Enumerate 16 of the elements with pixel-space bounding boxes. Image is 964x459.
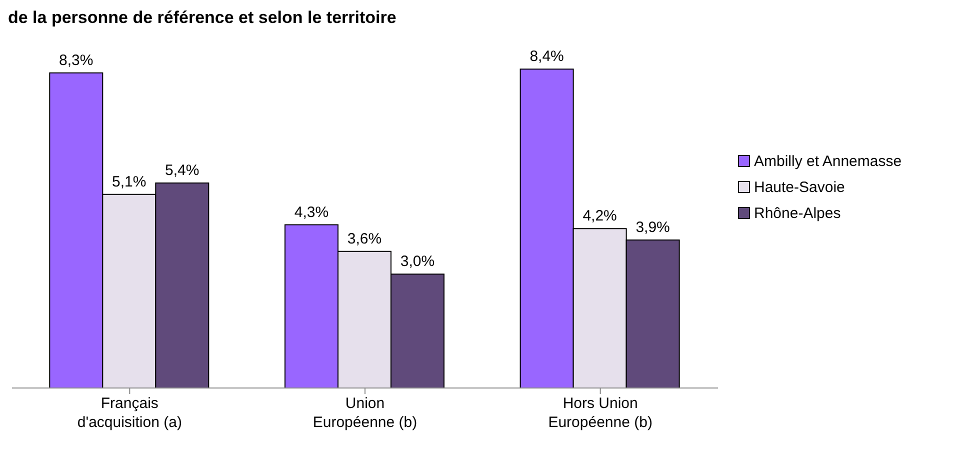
data-label: 4,2% bbox=[582, 208, 617, 225]
data-label: 8,4% bbox=[530, 48, 564, 66]
data-label: 5,4% bbox=[165, 162, 200, 180]
x-tick-label: Union Européenne (b) bbox=[312, 395, 418, 431]
x-tick-label: Hors Union Européenne (b) bbox=[548, 395, 652, 431]
legend-label: Ambilly et Annemasse bbox=[754, 152, 902, 170]
legend-label: Rhône-Alpes bbox=[754, 204, 841, 222]
legend-label: Haute-Savoie bbox=[754, 178, 845, 196]
data-label: 3,6% bbox=[347, 230, 382, 248]
data-label: 5,1% bbox=[112, 173, 146, 190]
data-label: 3,9% bbox=[636, 218, 670, 236]
data-label: 3,0% bbox=[400, 253, 435, 270]
data-label: 8,3% bbox=[59, 52, 94, 69]
data-label: 4,3% bbox=[294, 204, 329, 221]
x-tick-label: Français d'acquisition (a) bbox=[77, 395, 182, 431]
chart-title: de la personne de référence et selon le territoire bbox=[8, 8, 396, 28]
